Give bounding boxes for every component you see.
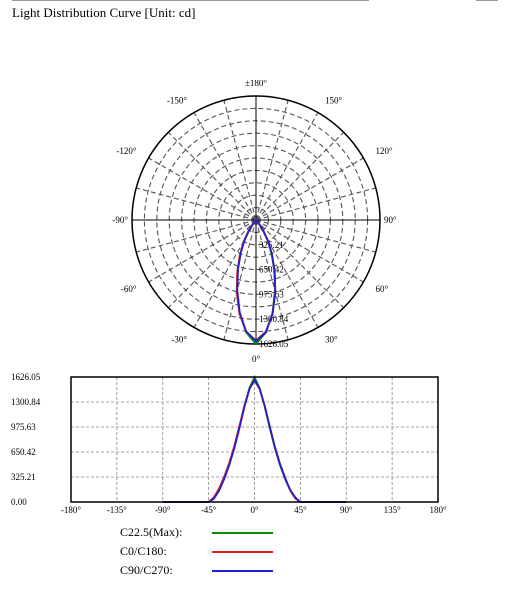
x-tick-label: -45° — [201, 505, 217, 515]
polar-radial-label: 975.63 — [259, 289, 284, 299]
linear-series-line — [162, 377, 347, 503]
polar-angle-label: -150° — [167, 95, 187, 105]
polar-angle-label: -120° — [116, 146, 136, 156]
linear-x-tick-labels: -180° -135° -90° -45° 0° 45° 90° 135° 180° — [61, 505, 447, 515]
polar-grid-spoke — [223, 100, 257, 221]
polar-grid-spoke — [255, 131, 345, 221]
polar-angle-label: ±180° — [245, 80, 267, 88]
polar-angle-label: 150° — [325, 95, 343, 105]
polar-chart: ±180° 150° -150° 120° -120° 90° -90° 60° -60° 30°… — [112, 80, 397, 364]
x-tick-label: -180° — [61, 505, 81, 515]
legend: C22.5(Max): C0/C180: C90/C270: — [120, 525, 280, 582]
y-tick-label: 0.00 — [11, 497, 27, 507]
polar-angle-label: 120° — [376, 146, 394, 156]
y-tick-label: 1300.84 — [11, 397, 41, 407]
top-divider-right — [476, 0, 498, 1]
legend-label: C90/C270: — [120, 563, 173, 577]
legend-label: C22.5(Max): — [120, 525, 183, 539]
polar-grid-spoke — [255, 219, 345, 309]
polar-radial-label: 650.42 — [259, 265, 284, 275]
legend-item: C90/C270: — [120, 563, 280, 582]
polar-grid-spoke — [255, 219, 364, 283]
polar-angle-label: -60° — [121, 284, 137, 294]
y-tick-label: 650.42 — [11, 447, 36, 457]
polar-grid-spoke — [255, 112, 319, 221]
polar-grid-spoke — [255, 157, 364, 221]
x-tick-label: 0° — [250, 505, 259, 515]
page-title: Light Distribution Curve [Unit: cd] — [12, 5, 196, 20]
legend-swatch — [212, 570, 273, 572]
polar-grid-spoke — [167, 131, 257, 221]
polar-radial-label: 325.21 — [259, 240, 284, 250]
polar-series-curve — [236, 218, 277, 343]
legend-swatch — [212, 532, 273, 534]
linear-grid — [71, 377, 438, 502]
x-tick-label: -90° — [155, 505, 171, 515]
polar-radial-labels: 325.21 650.42 975.63 1300.84 1626.05 — [259, 240, 289, 349]
polar-angle-label: 30° — [325, 335, 338, 345]
polar-angle-labels: ±180° 150° -150° 120° -120° 90° -90° 60° -60° 30°… — [112, 80, 397, 364]
y-tick-label: 325.21 — [11, 472, 36, 482]
polar-grid-spoke — [255, 187, 376, 221]
polar-grid-spoke — [223, 219, 257, 340]
polar-grid-spoke — [255, 219, 376, 253]
polar-radial-label: 1300.84 — [259, 314, 289, 324]
polar-grid-spoke — [148, 219, 257, 283]
polar-grid-spoke — [255, 219, 289, 340]
x-tick-label: 90° — [340, 505, 353, 515]
polar-angle-label: 60° — [376, 284, 389, 294]
polar-angle-label: 0° — [252, 354, 261, 364]
polar-grid-spoke — [136, 187, 257, 221]
legend-label: C0/C180: — [120, 544, 167, 558]
polar-angle-label: -30° — [171, 335, 187, 345]
polar-angle-label: 90° — [384, 215, 397, 225]
polar-curves — [235, 218, 277, 346]
polar-grid-spoke — [193, 112, 257, 221]
legend-item: C0/C180: — [120, 544, 280, 563]
top-divider — [12, 0, 369, 1]
polar-grid-spoke — [136, 219, 257, 253]
x-tick-label: 135° — [384, 505, 402, 515]
legend-item: C22.5(Max): — [120, 525, 280, 544]
polar-grid-spoke — [255, 100, 289, 221]
linear-plot-frame — [70, 376, 439, 503]
polar-grid-spoke — [167, 219, 257, 309]
polar-radial-label: 1626.05 — [259, 339, 289, 349]
polar-angle-label: -90° — [112, 215, 128, 225]
legend-swatch — [212, 551, 273, 553]
x-tick-label: 180° — [429, 505, 447, 515]
polar-grid-spoke — [148, 157, 257, 221]
x-tick-label: -135° — [107, 505, 127, 515]
y-tick-label: 1626.05 — [11, 372, 41, 382]
y-tick-label: 975.63 — [11, 422, 36, 432]
x-tick-label: 45° — [294, 505, 307, 515]
linear-y-tick-labels: 0.00 325.21 650.42 975.63 1300.84 1626.05 — [11, 372, 41, 507]
linear-chart: 0.00 325.21 650.42 975.63 1300.84 1626.05 -18… — [11, 372, 447, 515]
